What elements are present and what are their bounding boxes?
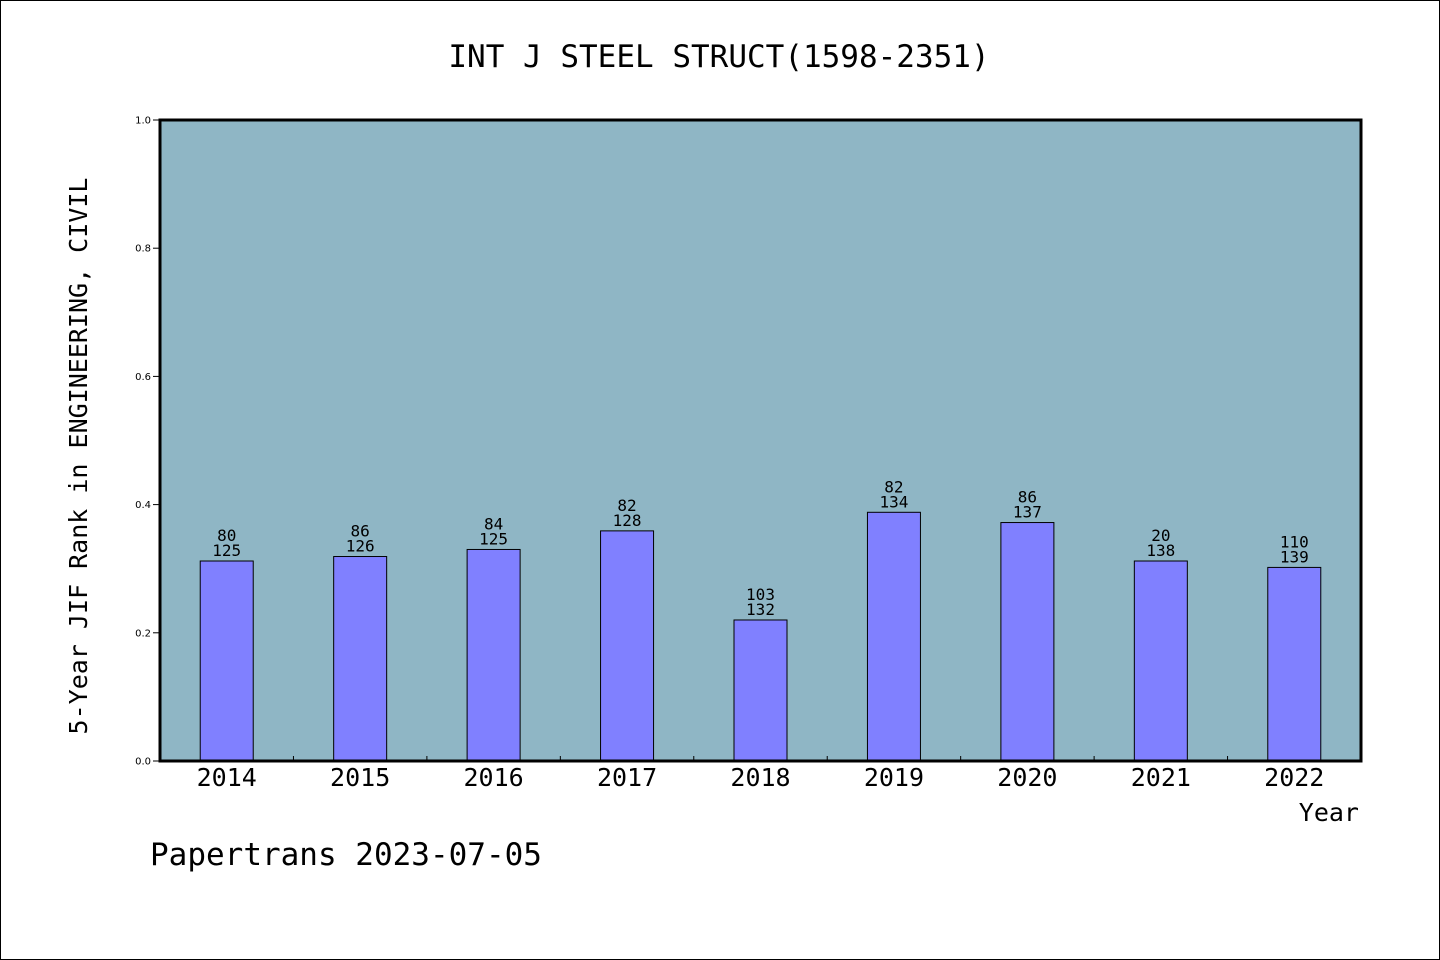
bar-2018 <box>733 619 788 762</box>
bar-rank-label: 82 <box>617 496 636 515</box>
x-tick-label: 2020 <box>997 763 1057 792</box>
bar-rank-label: 84 <box>484 514 503 533</box>
x-tick-label: 2014 <box>197 763 257 792</box>
bar-total-label: 138 <box>1146 541 1175 560</box>
bar-rank-label: 80 <box>217 526 236 545</box>
bar-total-label: 139 <box>1280 547 1309 566</box>
bar-total-label: 134 <box>879 492 908 511</box>
bar-2017 <box>600 530 655 762</box>
y-tick-label: 0.2 <box>135 628 151 639</box>
y-tick-label: 0.8 <box>135 244 151 255</box>
bar-total-label: 126 <box>346 537 375 556</box>
bar-rank-label: 110 <box>1280 532 1309 551</box>
x-tick-label: 2017 <box>597 763 657 792</box>
y-tick-label: 0.0 <box>135 757 151 768</box>
bar-rank-label: 86 <box>351 522 370 541</box>
bar-2022 <box>1267 566 1322 762</box>
y-tick-label: 0.4 <box>135 500 151 511</box>
bar-total-label: 132 <box>746 600 775 619</box>
chart-title: INT J STEEL STRUCT(1598-2351) <box>448 39 989 75</box>
y-axis-label: 5-Year JIF Rank in ENGINEERING, CIVIL <box>64 178 93 735</box>
bar-total-label: 125 <box>212 541 241 560</box>
bar-2014 <box>199 560 254 762</box>
y-tick-label: 1.0 <box>135 116 151 127</box>
x-axis-label: Year <box>1299 798 1359 827</box>
bar-total-label: 128 <box>613 511 642 530</box>
bar-rank-label: 86 <box>1018 488 1037 507</box>
x-tick-label: 2018 <box>730 763 790 792</box>
bar-2019 <box>866 511 921 762</box>
bar-rank-label: 20 <box>1151 526 1170 545</box>
footer-credit: Papertrans 2023-07-05 <box>150 837 542 873</box>
x-tick-label: 2019 <box>864 763 924 792</box>
bar-2021 <box>1133 560 1188 762</box>
bar-total-label: 137 <box>1013 503 1042 522</box>
x-tick-label: 2015 <box>330 763 390 792</box>
y-tick-label: 0.6 <box>135 372 151 383</box>
bar-2016 <box>466 548 521 762</box>
x-tick-label: 2016 <box>464 763 524 792</box>
bars-layer <box>199 511 1322 762</box>
y-axis: 0.0 0.2 0.4 0.6 0.8 1.0 <box>135 116 160 768</box>
x-tick-label: 2022 <box>1264 763 1324 792</box>
bar-rank-label: 82 <box>884 477 903 496</box>
bar-2020 <box>1000 522 1055 762</box>
bar-total-label: 125 <box>479 529 508 548</box>
bar-2015 <box>333 556 388 762</box>
plot-frame <box>158 118 1363 763</box>
x-tick-label: 2021 <box>1131 763 1191 792</box>
x-axis: 2014 2015 2016 2017 2018 2019 2020 2021 2022 <box>197 756 1324 792</box>
bar-rank-label: 103 <box>746 585 775 604</box>
